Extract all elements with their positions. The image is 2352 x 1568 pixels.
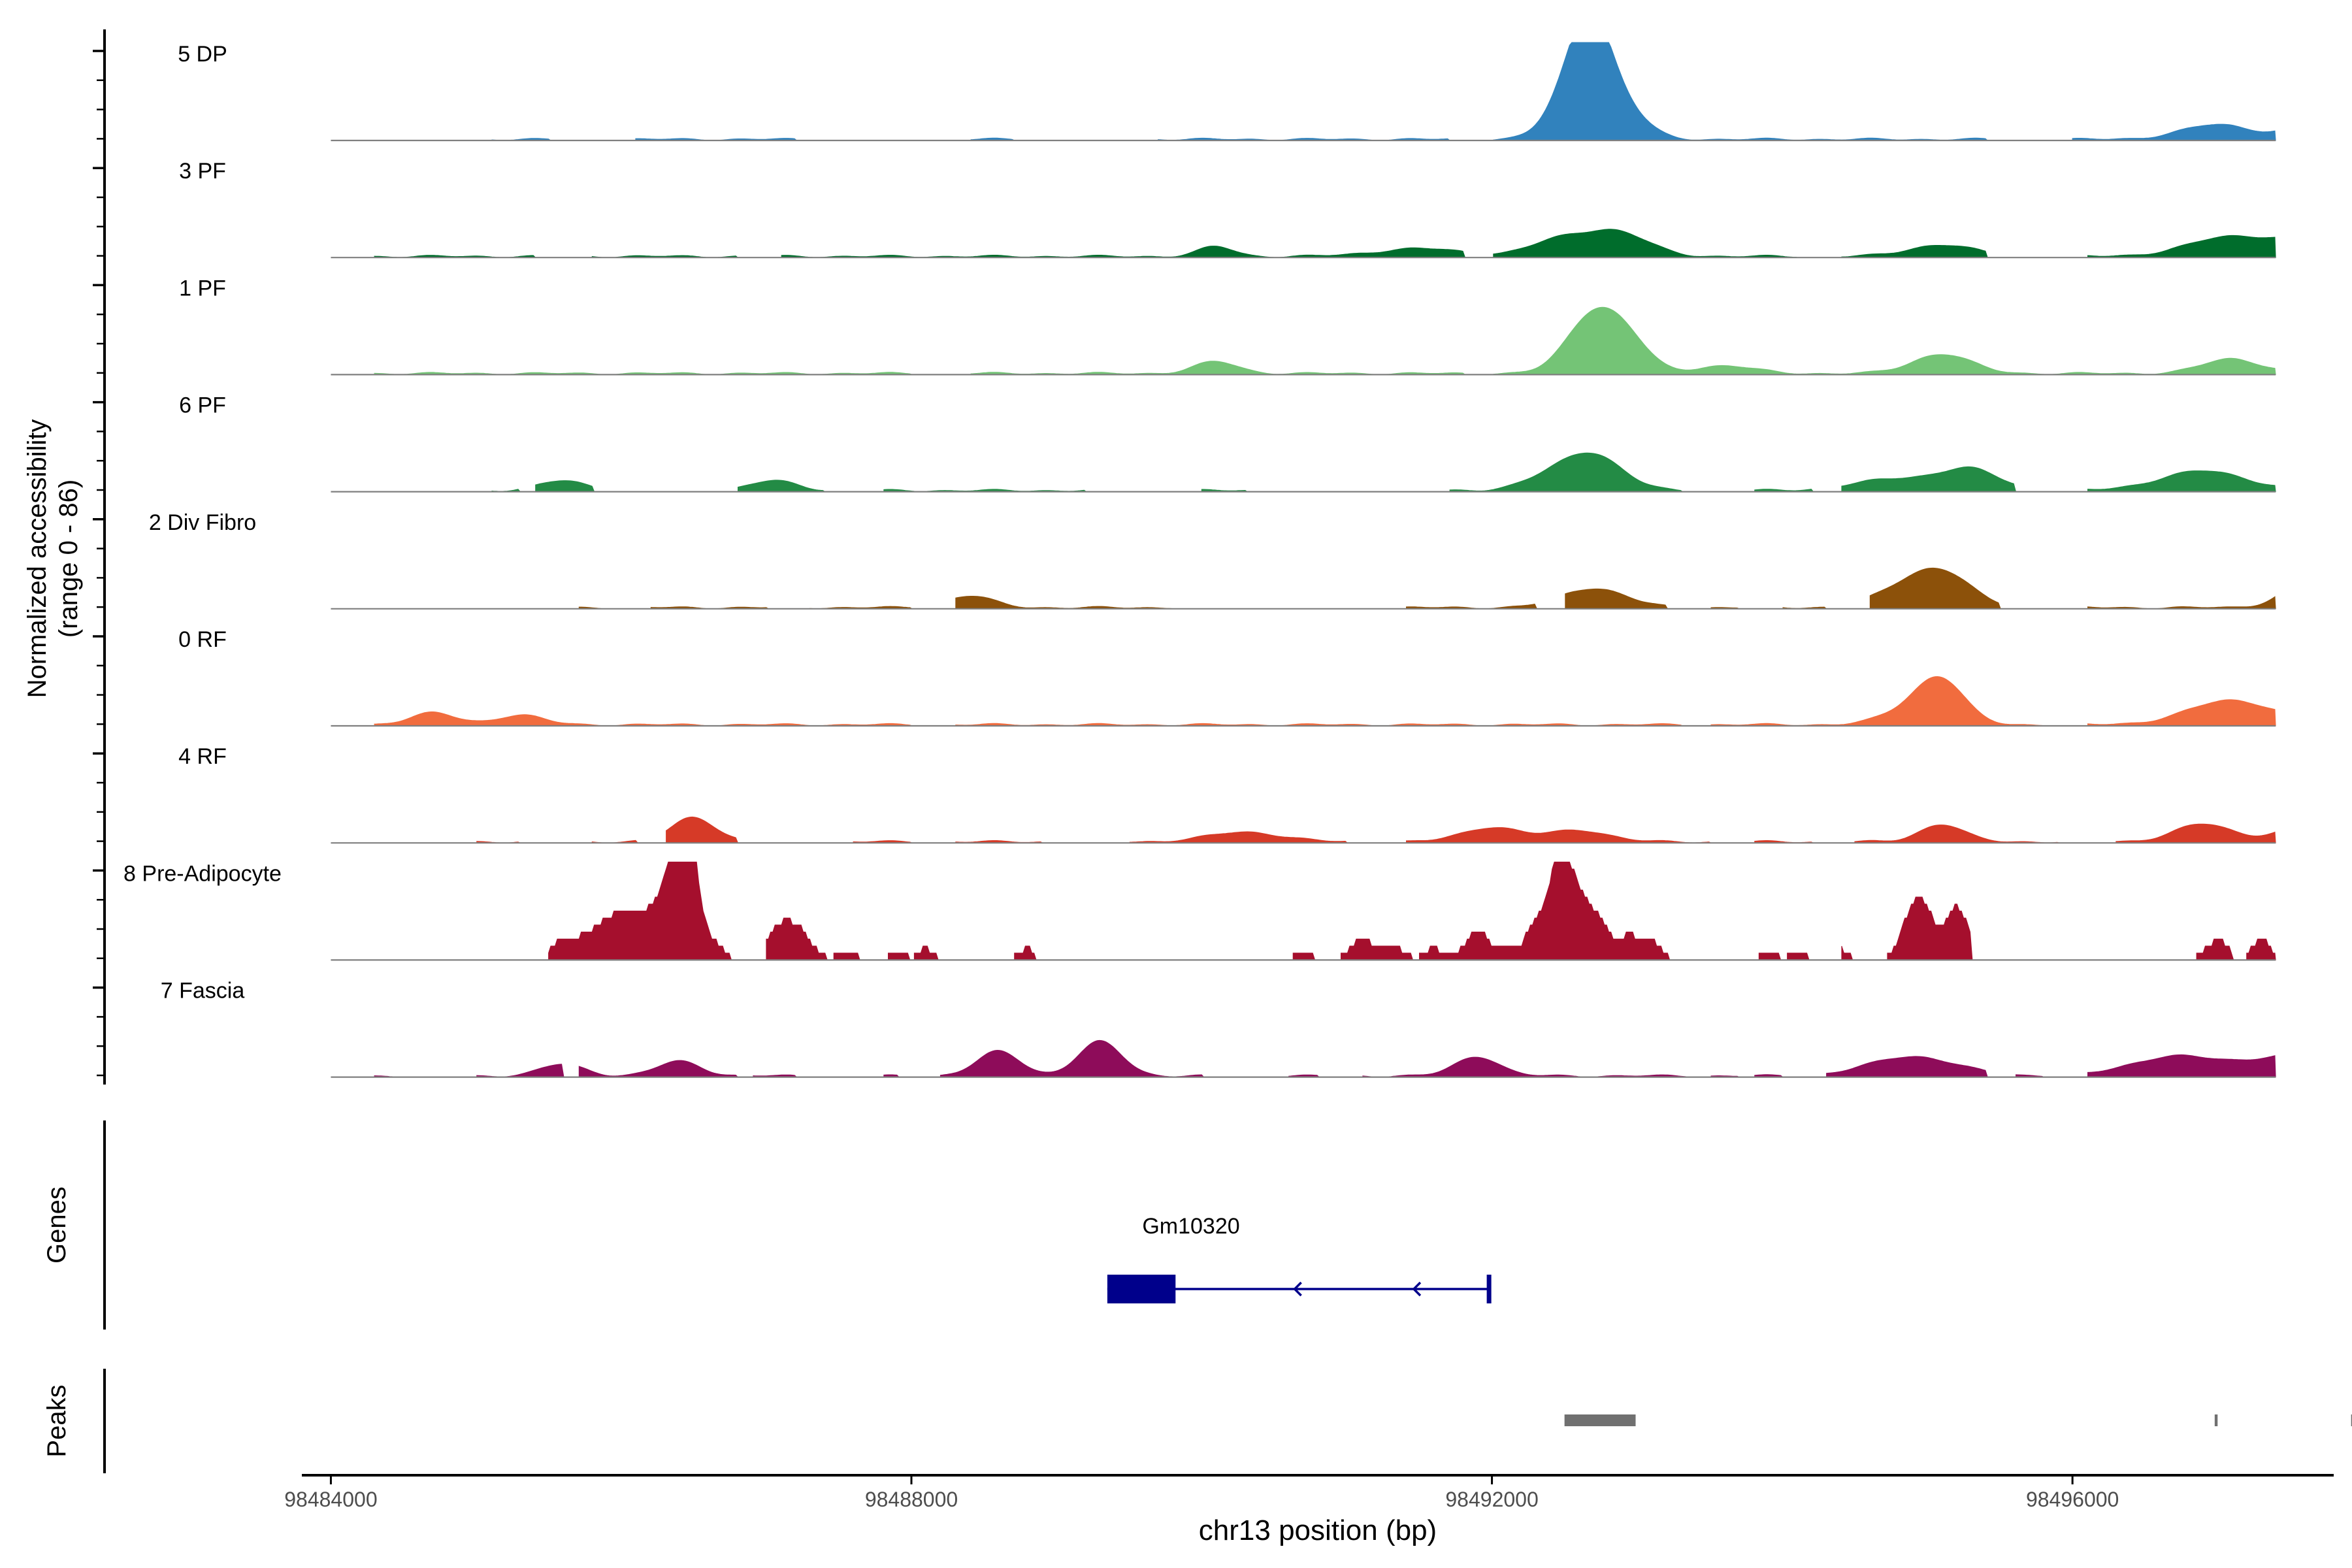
peak-region: [2351, 1414, 2352, 1426]
track-label: 1 PF: [179, 276, 226, 301]
peaks-panel: Peaks: [42, 1369, 2352, 1473]
coverage-area: [548, 861, 2276, 960]
track-label: 4 RF: [178, 744, 227, 769]
track-7-fascia: 7 Fascia: [161, 979, 2276, 1078]
track-label: 6 PF: [179, 393, 226, 418]
coverage-area: [491, 452, 2276, 493]
track-label: 5 DP: [178, 42, 227, 67]
track-4-rf: 4 RF: [178, 744, 2276, 844]
x-tick-label: 98496000: [2026, 1488, 2119, 1511]
x-tick-label: 98492000: [1445, 1488, 1538, 1511]
coverage-area: [374, 676, 2276, 727]
track-2-div-fibro: 2 Div Fibro: [149, 510, 2276, 610]
x-tick-label: 98488000: [865, 1488, 958, 1511]
track-5-dp: 5 DP: [178, 42, 2276, 142]
x-axis: 98484000 98488000 98492000 98496000: [284, 1474, 2334, 1511]
gene-exon: [1107, 1275, 1176, 1303]
strand-arrow: [1412, 1281, 1422, 1297]
track-label: 3 PF: [179, 159, 226, 184]
track-label: 0 RF: [178, 627, 227, 652]
coverage-area: [476, 816, 2276, 843]
peak-region: [1564, 1414, 1636, 1426]
gene-model-Gm10320[interactable]: [1107, 1275, 1492, 1303]
coverage-area: [374, 229, 2276, 258]
track-8-pre-adipocyte: 8 Pre-Adipocyte: [123, 861, 2276, 961]
peaks-axis-label: Peaks: [42, 1384, 71, 1457]
y-axis-label-line1: Normalized accessibility: [23, 419, 52, 698]
track-label: 2 Div Fibro: [149, 510, 256, 535]
x-axis-label: chr13 position (bp): [1199, 1514, 1437, 1546]
gene-name-label: Gm10320: [1142, 1214, 1239, 1239]
coverage-area: [374, 306, 2276, 375]
track-1-pf: 1 PF: [179, 276, 2276, 376]
accessibility-axis: [93, 29, 106, 1085]
genes-axis-label: Genes: [42, 1186, 71, 1264]
strand-arrow: [1293, 1281, 1302, 1297]
coverage-area: [491, 42, 2276, 141]
track-label: 8 Pre-Adipocyte: [123, 861, 282, 886]
coverage-area: [374, 1039, 2276, 1078]
gene-panel: Genes Gm10320: [42, 1120, 1492, 1330]
track-3-pf: 3 PF: [179, 159, 2276, 259]
called-peaks: [1564, 1414, 2352, 1426]
coverage-tracks: 5 DP 3 PF 1 PF 6 PF 2 Div Fibro 0 RF 4 RF 8 Pre…: [123, 42, 2276, 1078]
coverage-area: [578, 567, 2276, 610]
track-label: 7 Fascia: [161, 979, 245, 1004]
track-0-rf: 0 RF: [178, 627, 2276, 727]
peak-region: [2214, 1414, 2218, 1426]
x-tick-label: 98484000: [284, 1488, 377, 1511]
y-axis-label-line2: (range 0 - 86): [54, 480, 83, 638]
track-6-pf: 6 PF: [179, 393, 2276, 493]
